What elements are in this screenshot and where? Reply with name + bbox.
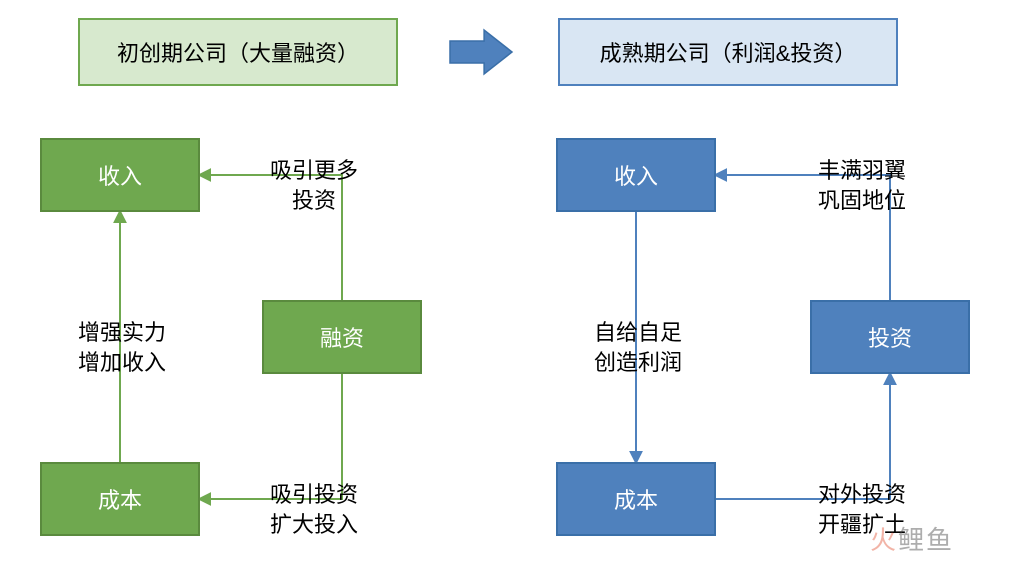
right-cost-node: 成本 [556,462,716,536]
left-finance-label: 融资 [320,321,364,353]
left-label-cost-to-income: 增强实力 增加收入 [78,318,166,377]
left-finance-node: 融资 [262,300,422,374]
right-label-cost-to-invest: 对外投资 开疆扩土 [818,480,906,539]
left-label-income-to-finance: 吸引更多 投资 [270,156,358,215]
header-right-box: 成熟期公司（利润&投资） [558,18,898,86]
header-right-text: 成熟期公司（利润&投资） [600,36,857,68]
header-left-box: 初创期公司（大量融资） [78,18,398,86]
right-invest-label: 投资 [868,321,912,353]
right-cost-label: 成本 [614,483,658,515]
header-left-text: 初创期公司（大量融资） [117,36,359,68]
left-label-finance-to-cost: 吸引投资 扩大投入 [270,480,358,539]
left-cost-node: 成本 [40,462,200,536]
right-invest-node: 投资 [810,300,970,374]
right-label-income-to-cost: 自给自足 创造利润 [594,318,682,377]
left-income-node: 收入 [40,138,200,212]
left-cost-label: 成本 [98,483,142,515]
right-income-label: 收入 [614,159,658,191]
right-income-node: 收入 [556,138,716,212]
right-label-invest-to-income: 丰满羽翼 巩固地位 [818,156,906,215]
left-income-label: 收入 [98,159,142,191]
